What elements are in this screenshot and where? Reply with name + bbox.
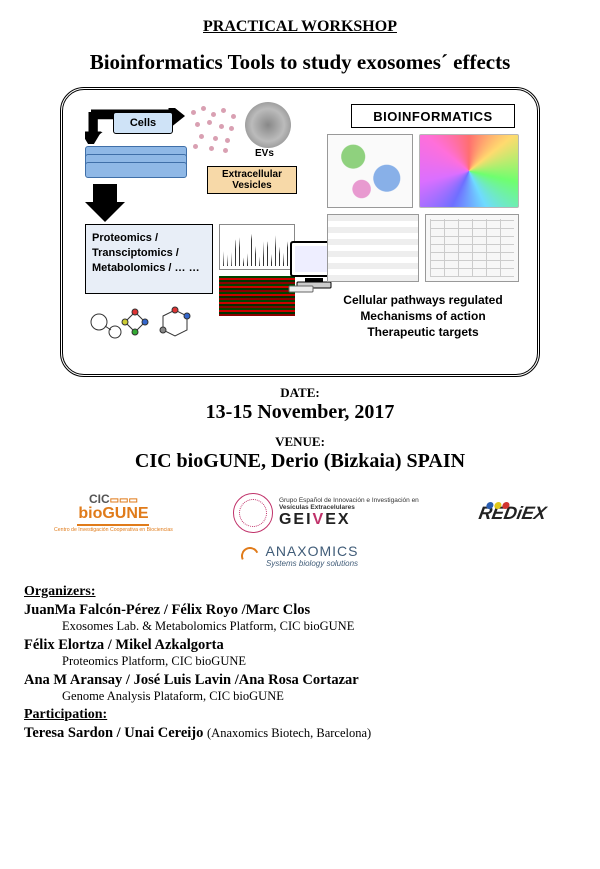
- arrow-down-icon: [85, 184, 125, 227]
- spectra-graphic: [219, 224, 295, 270]
- participant-names: Teresa Sardon / Unai Cereijo (Anaxomics …: [24, 725, 576, 742]
- cells-box: Cells: [113, 112, 173, 134]
- organizer-affiliation: Exosomes Lab. & Metabolomics Platform, C…: [62, 619, 576, 634]
- organizer-affiliation: Proteomics Platform, CIC bioGUNE: [62, 654, 576, 669]
- logo-subtext: Centro de Investigación Cooperativa en B…: [54, 528, 173, 533]
- organizer-names: Félix Elortza / Mikel Azkalgorta: [24, 637, 576, 654]
- venue-value: CIC bioGUNE, Derio (Bizkaia) SPAIN: [24, 450, 576, 473]
- participation-label: Participation:: [24, 707, 576, 723]
- caption-line: Cellular pathways regulated: [323, 292, 523, 308]
- ev-label: EVs: [255, 148, 274, 159]
- logo-anaxomics: ANAXOMICS Systems biology solutions: [241, 543, 358, 568]
- logo-anaxomics-row: ANAXOMICS Systems biology solutions: [24, 543, 576, 570]
- venue-rest: , Derio (Bizkaia) SPAIN: [261, 450, 465, 472]
- caption-line: Mechanisms of action: [323, 308, 523, 324]
- logo-subtext: Vesículas Extracelulares: [279, 504, 419, 511]
- heatmap-graphic: [219, 276, 295, 316]
- logo-text: CIC: [89, 492, 110, 506]
- date-value: 13-15 November, 2017: [24, 401, 576, 424]
- organizers-label: Organizers:: [24, 584, 576, 600]
- participant-name-text: Teresa Sardon / Unai Cereijo: [24, 725, 207, 741]
- network-viz-3: [327, 214, 419, 282]
- logo-cic-biogune: CIC▭▭▭ bioGUNE Centro de Investigación C…: [54, 493, 173, 533]
- header-label: PRACTICAL WORKSHOP: [24, 18, 576, 36]
- participant-affiliation: (Anaxomics Biotech, Barcelona): [207, 726, 371, 740]
- bioinf-caption: Cellular pathways regulated Mechanisms o…: [323, 292, 523, 341]
- omics-box: Proteomics / Transciptomics / Metabolomi…: [85, 224, 213, 294]
- workshop-diagram: Cells EVs Extracellular Vesicles Proteom…: [60, 87, 540, 377]
- logo-text: GEIVEX: [279, 511, 419, 529]
- venue-label: VENUE:: [24, 434, 576, 450]
- logos-row: CIC▭▭▭ bioGUNE Centro de Investigación C…: [24, 485, 576, 541]
- caption-line: Therapeutic targets: [323, 324, 523, 340]
- organizer-affiliation: Genome Analysis Plataform, CIC bioGUNE: [62, 689, 576, 704]
- network-viz-1: [327, 134, 413, 208]
- cells-stack-graphic: [85, 146, 187, 176]
- molecules-graphic: [85, 302, 213, 354]
- venue-org: CIC bioGUNE: [135, 450, 261, 472]
- bioinformatics-box: BIOINFORMATICS: [351, 104, 515, 128]
- organizer-names: JuanMa Falcón-Pérez / Félix Royo /Marc C…: [24, 602, 576, 619]
- logo-geivex: Grupo Español de Innovación e Investigac…: [233, 493, 419, 533]
- network-viz-2: [419, 134, 519, 208]
- rediex-dots-icon: [485, 493, 513, 514]
- organizer-names: Ana M Aransay / José Luis Lavin /Ana Ros…: [24, 672, 576, 689]
- main-title: Bioinformatics Tools to study exosomes´ …: [24, 50, 576, 75]
- anaxomics-arc-icon: [239, 544, 262, 567]
- extracellular-vesicles-box: Extracellular Vesicles: [207, 166, 297, 194]
- geivex-circle-icon: [233, 493, 273, 533]
- particles-graphic: [187, 104, 241, 154]
- date-label: DATE:: [24, 385, 576, 401]
- logo-text: bioGUNE: [54, 506, 173, 522]
- ev-microscopy-graphic: [245, 102, 291, 148]
- logo-subtext: Systems biology solutions: [265, 559, 358, 568]
- logo-rediex: REDiEX: [477, 503, 548, 524]
- network-viz-4: [425, 214, 519, 282]
- logo-subtext: Grupo Español de Innovación e Investigac…: [279, 497, 419, 504]
- logo-text: ANAXOMICS: [265, 543, 358, 559]
